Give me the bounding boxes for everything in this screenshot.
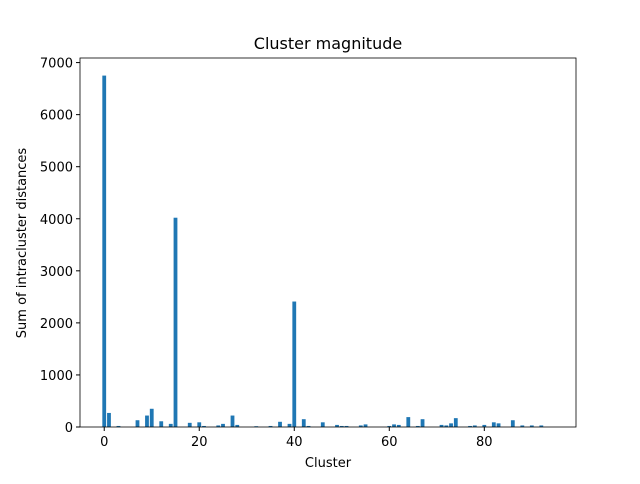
y-tick-label: 6000 xyxy=(40,109,73,124)
bar xyxy=(420,419,425,427)
bar xyxy=(301,419,306,427)
bar xyxy=(320,422,325,427)
bar xyxy=(363,424,368,427)
bar xyxy=(387,425,392,427)
bar xyxy=(482,424,487,427)
bar xyxy=(173,217,178,427)
bar xyxy=(149,408,154,427)
bar xyxy=(510,420,515,427)
bar xyxy=(344,425,349,427)
bar xyxy=(444,425,449,427)
bar xyxy=(496,423,501,427)
bar xyxy=(268,425,273,427)
x-axis-label: Cluster xyxy=(305,456,352,471)
bar xyxy=(339,425,344,427)
bar xyxy=(453,418,458,427)
chart-title: Cluster magnitude xyxy=(254,34,402,53)
bar xyxy=(472,425,477,427)
plot-frame xyxy=(79,57,577,428)
bar xyxy=(135,420,140,427)
bar xyxy=(145,415,149,427)
bar xyxy=(230,415,235,427)
y-tick-label: 7000 xyxy=(40,57,73,72)
bar xyxy=(278,421,282,427)
y-tick-label: 0 xyxy=(65,421,73,436)
bar xyxy=(216,425,221,427)
x-tick-label: 80 xyxy=(476,435,493,450)
bar xyxy=(102,75,107,427)
bar xyxy=(358,425,363,427)
y-axis-label: Sum of intracluster distances xyxy=(15,148,30,339)
y-tick-label: 1000 xyxy=(40,369,73,384)
bar xyxy=(406,417,411,427)
bar xyxy=(491,422,496,427)
bar xyxy=(202,425,206,427)
y-tick-label: 2000 xyxy=(40,317,73,332)
bar xyxy=(187,422,192,427)
bar xyxy=(529,425,534,427)
bar xyxy=(197,422,202,427)
bar xyxy=(168,423,173,427)
bar xyxy=(396,424,401,427)
y-tick-label: 5000 xyxy=(40,161,73,176)
bar xyxy=(292,301,297,427)
bar xyxy=(520,425,525,427)
x-tick-label: 20 xyxy=(191,435,208,450)
bar xyxy=(287,423,292,427)
y-tick-label: 4000 xyxy=(40,213,73,228)
bar xyxy=(235,424,240,427)
bar xyxy=(159,421,164,427)
bar xyxy=(415,425,420,427)
bar xyxy=(221,423,225,427)
bar xyxy=(439,424,444,427)
x-tick-label: 40 xyxy=(286,435,303,450)
bar xyxy=(468,425,472,427)
x-tick-label: 60 xyxy=(381,435,398,450)
bar xyxy=(392,424,396,427)
bar xyxy=(539,425,544,427)
bar xyxy=(306,425,311,427)
bar xyxy=(335,424,339,427)
bar xyxy=(449,423,453,427)
x-tick-label: 0 xyxy=(100,435,108,450)
bar xyxy=(116,425,121,427)
y-tick-label: 3000 xyxy=(40,265,73,280)
bar xyxy=(107,412,111,427)
